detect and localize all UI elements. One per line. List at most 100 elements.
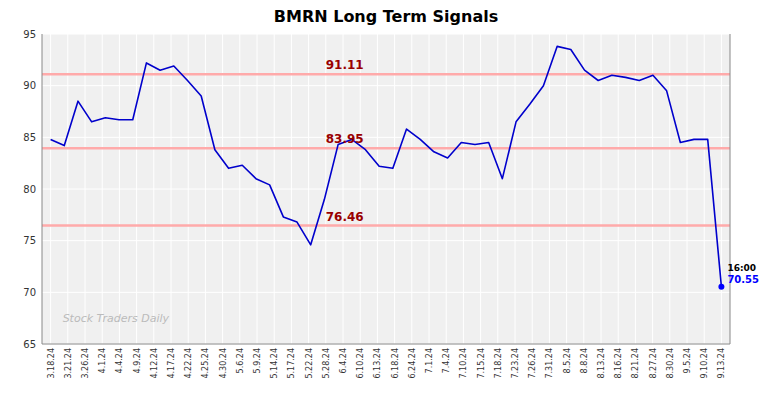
x-tick-label: 4.4.24 bbox=[115, 348, 124, 373]
x-grid-line bbox=[463, 34, 464, 344]
x-tick-label: 4.12.24 bbox=[150, 348, 159, 379]
x-grid-line bbox=[446, 34, 447, 344]
x-tick-label: 3.18.24 bbox=[47, 348, 56, 379]
watermark: Stock Traders Daily bbox=[63, 312, 170, 325]
x-tick-label: 8.8.24 bbox=[580, 348, 589, 373]
x-grid-line bbox=[618, 34, 619, 344]
x-tick-label: 5.28.24 bbox=[322, 348, 331, 379]
x-tick-label: 5.17.24 bbox=[287, 348, 296, 379]
x-tick-label: 8.30.24 bbox=[666, 348, 675, 379]
x-tick-label: 9.5.24 bbox=[683, 348, 692, 373]
x-tick-label: 7.23.24 bbox=[511, 348, 520, 379]
x-tick-label: 6.18.24 bbox=[391, 348, 400, 379]
x-tick-label: 3.21.24 bbox=[64, 348, 73, 379]
y-tick-label: 85 bbox=[23, 132, 36, 143]
x-tick-label: 7.31.24 bbox=[545, 348, 554, 379]
x-grid-line bbox=[85, 34, 86, 344]
signal-label: 83.95 bbox=[326, 132, 364, 146]
x-grid-line bbox=[222, 34, 223, 344]
x-tick-label: 6.24.24 bbox=[408, 348, 417, 379]
x-tick-label: 4.25.24 bbox=[201, 348, 210, 379]
x-tick-label: 7.18.24 bbox=[494, 348, 503, 379]
x-tick-label: 5.14.24 bbox=[270, 348, 279, 379]
data-layer bbox=[42, 46, 730, 289]
x-tick-label: 6.13.24 bbox=[373, 348, 382, 379]
right-axis-line bbox=[730, 34, 731, 344]
x-grid-line bbox=[308, 34, 309, 344]
x-tick-label: 5.22.24 bbox=[305, 348, 314, 379]
chart: 657075808590953.18.243.21.243.26.244.1.2… bbox=[0, 0, 784, 398]
price-line bbox=[51, 46, 722, 286]
x-tick-label: 8.16.24 bbox=[614, 348, 623, 379]
x-tick-label: 5.9.24 bbox=[253, 348, 262, 373]
x-grid-line bbox=[153, 34, 154, 344]
x-tick-label: 6.10.24 bbox=[356, 348, 365, 379]
title: BMRN Long Term Signals bbox=[274, 7, 498, 26]
x-tick-label: 3.26.24 bbox=[81, 348, 90, 379]
y-grid-line bbox=[42, 189, 730, 190]
x-grid-line bbox=[669, 34, 670, 344]
x-tick-label: 8.5.24 bbox=[563, 348, 572, 373]
x-tick-label: 4.22.24 bbox=[184, 348, 193, 379]
x-tick-label: 9.10.24 bbox=[700, 348, 709, 379]
x-grid-line bbox=[67, 34, 68, 344]
plot-area bbox=[42, 34, 730, 344]
x-grid-line bbox=[102, 34, 103, 344]
y-grid-line bbox=[42, 137, 730, 138]
x-grid-line bbox=[687, 34, 688, 344]
y-tick-label: 70 bbox=[23, 287, 36, 298]
last-value-label: 70.55 bbox=[727, 274, 759, 285]
y-tick-label: 90 bbox=[23, 80, 36, 91]
x-grid-line bbox=[566, 34, 567, 344]
y-tick-label: 65 bbox=[23, 339, 36, 350]
x-grid-line bbox=[205, 34, 206, 344]
x-tick-label: 7.1.24 bbox=[425, 348, 434, 373]
x-grid-line bbox=[532, 34, 533, 344]
x-grid-line bbox=[171, 34, 172, 344]
x-grid-line bbox=[343, 34, 344, 344]
x-tick-label: 7.15.24 bbox=[477, 348, 486, 379]
x-grid-line bbox=[721, 34, 722, 344]
y-grid-line bbox=[42, 292, 730, 293]
x-tick-label: 5.6.24 bbox=[236, 348, 245, 373]
y-axis-line bbox=[42, 34, 43, 344]
x-tick-label: 8.27.24 bbox=[649, 348, 658, 379]
x-grid-line bbox=[291, 34, 292, 344]
x-grid-line bbox=[136, 34, 137, 344]
x-grid-line bbox=[119, 34, 120, 344]
x-tick-label: 4.30.24 bbox=[219, 348, 228, 379]
y-tick-label: 80 bbox=[23, 184, 36, 195]
x-grid-line bbox=[583, 34, 584, 344]
y-grid-line bbox=[42, 85, 730, 86]
signal-line bbox=[42, 147, 730, 150]
x-grid-line bbox=[704, 34, 705, 344]
x-grid-line bbox=[257, 34, 258, 344]
x-grid-line bbox=[429, 34, 430, 344]
signal-label: 76.46 bbox=[326, 210, 364, 224]
x-grid-line bbox=[274, 34, 275, 344]
x-grid-line bbox=[549, 34, 550, 344]
y-grid-line bbox=[42, 240, 730, 241]
signal-label: 91.11 bbox=[326, 58, 364, 72]
x-grid-line bbox=[601, 34, 602, 344]
x-grid-line bbox=[325, 34, 326, 344]
signal-line bbox=[42, 73, 730, 76]
x-grid-line bbox=[377, 34, 378, 344]
x-grid-line bbox=[360, 34, 361, 344]
x-tick-label: 7.10.24 bbox=[459, 348, 468, 379]
x-tick-label: 6.4.24 bbox=[339, 348, 348, 373]
x-tick-label: 9.13.24 bbox=[717, 348, 726, 379]
y-grid-line bbox=[42, 344, 730, 345]
y-tick-label: 75 bbox=[23, 235, 36, 246]
x-tick-label: 8.21.24 bbox=[631, 348, 640, 379]
x-tick-label: 7.26.24 bbox=[528, 348, 537, 379]
x-grid-line bbox=[515, 34, 516, 344]
signal-line bbox=[42, 224, 730, 227]
y-tick-label: 95 bbox=[23, 29, 36, 40]
last-time-label: 16:00 bbox=[727, 263, 756, 273]
x-grid-line bbox=[652, 34, 653, 344]
y-grid-line bbox=[42, 34, 730, 35]
last-point bbox=[718, 284, 724, 290]
x-grid-line bbox=[411, 34, 412, 344]
x-tick-label: 4.17.24 bbox=[167, 348, 176, 379]
